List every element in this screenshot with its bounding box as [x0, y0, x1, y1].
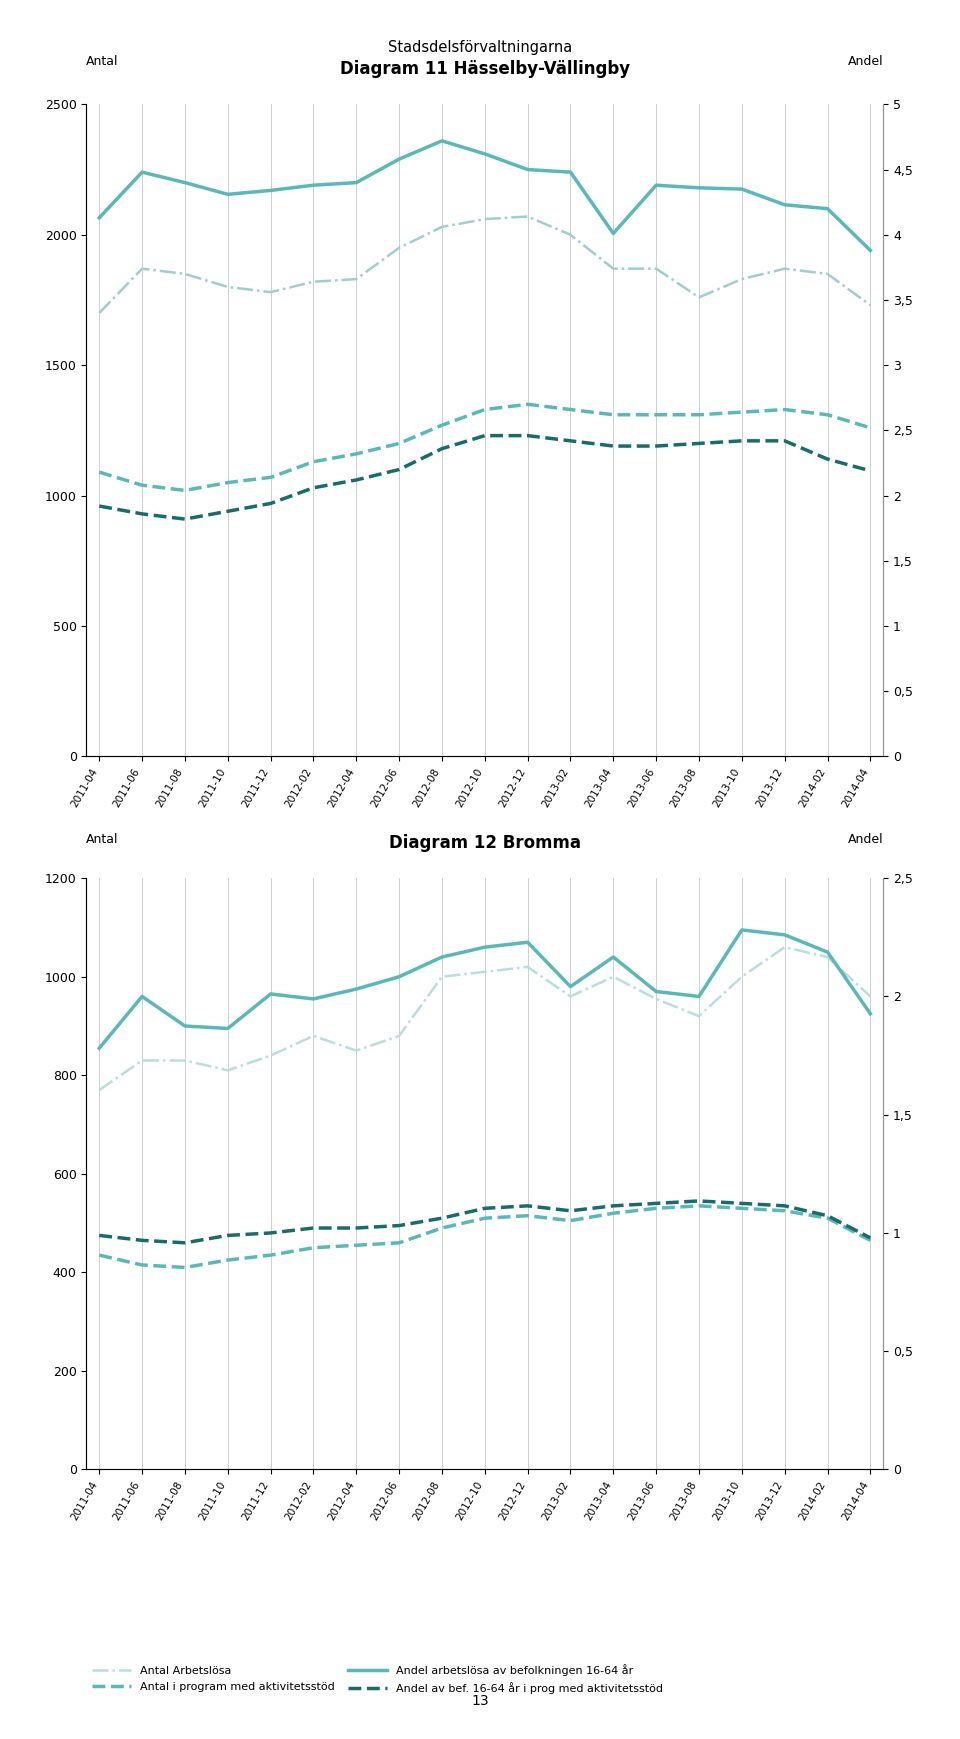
Text: Antal: Antal [86, 56, 119, 68]
Legend: Andel arbetslösa av befolkningen 16-64 år, Antal i program med aktivitetsstöd, A: Andel arbetslösa av befolkningen 16-64 å… [92, 970, 705, 1000]
Legend: Antal Arbetslösa, Antal i program med aktivitetsstöd, Andel arbetslösa av befolk: Antal Arbetslösa, Antal i program med ak… [92, 1664, 662, 1694]
Text: Stadsdelsförvaltningarna: Stadsdelsförvaltningarna [388, 40, 572, 56]
Text: Andel: Andel [848, 56, 883, 68]
Text: 13: 13 [471, 1694, 489, 1708]
Title: Diagram 11 Hässelby-Vällingby: Diagram 11 Hässelby-Vällingby [340, 59, 630, 78]
Text: Antal: Antal [86, 833, 119, 845]
Text: Andel: Andel [848, 833, 883, 845]
Title: Diagram 12 Bromma: Diagram 12 Bromma [389, 833, 581, 852]
